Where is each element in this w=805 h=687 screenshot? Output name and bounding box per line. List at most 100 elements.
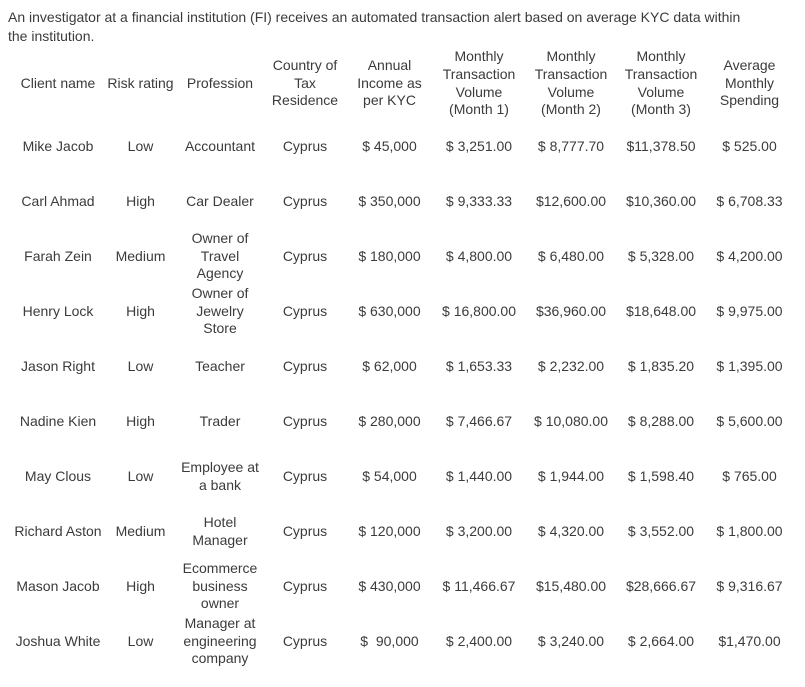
cell-risk-rating: Medium (115, 247, 166, 264)
cell-profession: Owner of Travel Agency (191, 230, 249, 282)
cell-risk-rating: High (126, 302, 155, 319)
cell-monthly-volume-month3: $18,648.00 (625, 302, 697, 319)
cell-annual-income: $ 280,000 (358, 412, 421, 429)
cell-monthly-volume-month2: $ 4,320.00 (537, 522, 605, 539)
cell-country-of-tax-residence: Cyprus (282, 412, 328, 429)
cell-annual-income: $ 45,000 (362, 137, 417, 154)
kyc-client-table: Client name Risk rating Profession Count… (12, 48, 793, 669)
cell-profession: Teacher (195, 357, 245, 374)
table-header-row: Client name Risk rating Profession Count… (12, 48, 793, 119)
cell-monthly-volume-month2: $ 1,944.00 (537, 467, 605, 484)
cell-monthly-volume-month2: $ 2,232.00 (537, 357, 605, 374)
cell-annual-income: $ 54,000 (362, 467, 417, 484)
cell-average-monthly-spending: $1,470.00 (718, 632, 781, 649)
cell-monthly-volume-month3: $ 3,552.00 (627, 522, 695, 539)
cell-monthly-volume-month1: $ 3,200.00 (445, 522, 513, 539)
table-row: May Clous Low Employee at a bank Cyprus … (12, 449, 793, 504)
cell-monthly-volume-month3: $ 1,598.40 (627, 467, 695, 484)
cell-annual-income: $ 62,000 (362, 357, 417, 374)
cell-client-name: Richard Aston (14, 522, 102, 539)
cell-client-name: Jason Right (21, 357, 95, 374)
cell-monthly-volume-month1: $ 3,251.00 (445, 137, 513, 154)
cell-country-of-tax-residence: Cyprus (282, 247, 328, 264)
cell-profession: Accountant (184, 137, 256, 154)
cell-risk-rating: High (126, 577, 155, 594)
cell-monthly-volume-month2: $12,600.00 (535, 192, 607, 209)
cell-country-of-tax-residence: Cyprus (282, 577, 328, 594)
cell-annual-income: $ 630,000 (358, 302, 421, 319)
table-row: Mike Jacob Low Accountant Cyprus $ 45,00… (12, 119, 793, 174)
cell-monthly-volume-month3: $ 5,328.00 (627, 247, 695, 264)
cell-monthly-volume-month3: $ 2,664.00 (627, 632, 695, 649)
cell-risk-rating: High (126, 192, 155, 209)
cell-profession: Car Dealer (186, 192, 254, 209)
cell-client-name: Nadine Kien (19, 412, 97, 429)
cell-monthly-volume-month3: $ 8,288.00 (627, 412, 695, 429)
table-row: Farah Zein Medium Owner of Travel Agency… (12, 229, 793, 284)
cell-client-name: Farah Zein (24, 247, 92, 264)
cell-client-name: May Clous (24, 467, 92, 484)
cell-monthly-volume-month2: $ 3,240.00 (537, 632, 605, 649)
cell-monthly-volume-month3: $28,666.67 (625, 577, 697, 594)
column-header-profession: Profession (186, 74, 254, 91)
column-header-risk-rating: Risk rating (107, 74, 174, 91)
cell-country-of-tax-residence: Cyprus (282, 192, 328, 209)
column-header-average-monthly-spending: Average Monthly Spending (719, 57, 780, 109)
cell-monthly-volume-month1: $ 7,466.67 (445, 412, 513, 429)
cell-country-of-tax-residence: Cyprus (282, 522, 328, 539)
cell-profession: Trader (199, 412, 241, 429)
cell-monthly-volume-month2: $ 6,480.00 (537, 247, 605, 264)
cell-annual-income: $ 430,000 (358, 577, 421, 594)
cell-monthly-volume-month1: $ 1,653.33 (445, 357, 513, 374)
column-header-country-of-tax-residence: Country of Tax Residence (271, 57, 339, 109)
intro-text: An investigator at a financial instituti… (8, 9, 741, 44)
cell-country-of-tax-residence: Cyprus (282, 137, 328, 154)
table-row: Jason Right Low Teacher Cyprus $ 62,000 … (12, 339, 793, 394)
cell-annual-income: $ 120,000 (358, 522, 421, 539)
cell-monthly-volume-month3: $10,360.00 (625, 192, 697, 209)
cell-monthly-volume-month2: $ 10,080.00 (534, 412, 608, 429)
column-header-monthly-volume-month2: Monthly Transaction Volume (Month 2) (534, 48, 608, 118)
cell-average-monthly-spending: $ 1,800.00 (716, 522, 783, 539)
cell-profession: Ecommerce business owner (182, 560, 258, 612)
table-row: Carl Ahmad High Car Dealer Cyprus $ 350,… (12, 174, 793, 229)
cell-average-monthly-spending: $ 525.00 (722, 137, 777, 154)
column-header-client-name: Client name (20, 74, 96, 91)
table-row: Henry Lock High Owner of Jewelry Store C… (12, 284, 793, 339)
cell-monthly-volume-month2: $36,960.00 (535, 302, 607, 319)
cell-monthly-volume-month1: $ 9,333.33 (445, 192, 513, 209)
cell-average-monthly-spending: $ 9,316.67 (716, 577, 783, 594)
column-header-annual-income: Annual Income as per KYC (357, 57, 422, 109)
cell-client-name: Joshua White (15, 632, 101, 649)
cell-monthly-volume-month3: $11,378.50 (626, 137, 696, 154)
cell-client-name: Mason Jacob (16, 577, 100, 594)
cell-profession: Hotel Manager (192, 513, 248, 548)
cell-monthly-volume-month1: $ 16,800.00 (442, 302, 516, 319)
cell-average-monthly-spending: $ 4,200.00 (716, 247, 783, 264)
cell-client-name: Mike Jacob (22, 137, 94, 154)
cell-monthly-volume-month2: $ 8,777.70 (537, 137, 605, 154)
table-row: Richard Aston Medium Hotel Manager Cypru… (12, 504, 793, 559)
cell-annual-income: $ 180,000 (358, 247, 421, 264)
cell-monthly-volume-month1: $ 11,466.67 (442, 577, 516, 594)
cell-profession: Employee at a bank (181, 458, 259, 493)
cell-country-of-tax-residence: Cyprus (282, 357, 328, 374)
cell-country-of-tax-residence: Cyprus (282, 467, 328, 484)
cell-monthly-volume-month3: $ 1,835.20 (627, 357, 695, 374)
cell-monthly-volume-month1: $ 2,400.00 (445, 632, 513, 649)
cell-average-monthly-spending: $ 6,708.33 (716, 192, 783, 209)
cell-average-monthly-spending: $ 9,975.00 (716, 302, 783, 319)
cell-country-of-tax-residence: Cyprus (282, 302, 328, 319)
cell-profession: Owner of Jewelry Store (191, 285, 249, 337)
cell-country-of-tax-residence: Cyprus (282, 632, 328, 649)
cell-risk-rating: Low (127, 467, 154, 484)
cell-risk-rating: Medium (115, 522, 166, 539)
cell-monthly-volume-month2: $15,480.00 (535, 577, 607, 594)
cell-risk-rating: Low (127, 357, 154, 374)
cell-monthly-volume-month1: $ 1,440.00 (445, 467, 513, 484)
cell-risk-rating: Low (127, 632, 154, 649)
cell-risk-rating: Low (127, 137, 154, 154)
cell-risk-rating: High (126, 412, 155, 429)
cell-average-monthly-spending: $ 765.00 (722, 467, 777, 484)
column-header-monthly-volume-month3: Monthly Transaction Volume (Month 3) (624, 48, 698, 118)
